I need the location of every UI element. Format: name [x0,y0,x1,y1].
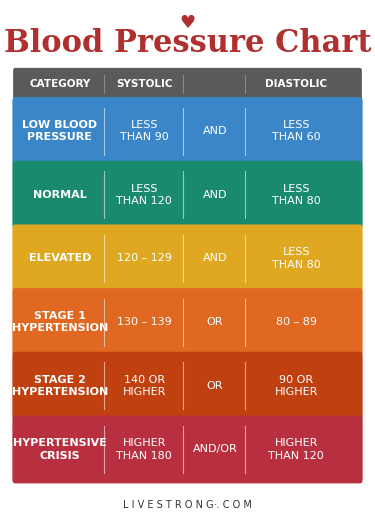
Text: AND/OR: AND/OR [193,444,237,455]
Text: 90 OR
HIGHER: 90 OR HIGHER [274,375,318,397]
Text: CATEGORY: CATEGORY [29,79,90,89]
Text: AND: AND [203,189,227,200]
Text: 80 – 89: 80 – 89 [276,317,316,327]
FancyBboxPatch shape [12,416,363,483]
Text: Blood Pressure Chart: Blood Pressure Chart [4,28,371,60]
Text: LESS
THAN 120: LESS THAN 120 [117,184,172,206]
Text: HIGHER
THAN 180: HIGHER THAN 180 [117,438,172,460]
Text: LESS
THAN 90: LESS THAN 90 [120,120,169,142]
Text: SYSTOLIC: SYSTOLIC [116,79,172,89]
Text: OR: OR [207,381,224,391]
FancyBboxPatch shape [12,288,363,356]
Text: STAGE 2
HYPERTENSION: STAGE 2 HYPERTENSION [12,375,108,397]
Text: ELEVATED: ELEVATED [28,253,91,264]
FancyBboxPatch shape [12,161,363,229]
Text: 140 OR
HIGHER: 140 OR HIGHER [123,375,166,397]
FancyBboxPatch shape [13,68,362,100]
FancyBboxPatch shape [12,352,363,420]
FancyBboxPatch shape [12,97,363,165]
Text: LOW BLOOD
PRESSURE: LOW BLOOD PRESSURE [22,120,98,142]
Text: NORMAL: NORMAL [33,189,87,200]
Text: ♥: ♥ [179,14,196,32]
Text: HYPERTENSIVE
CRISIS: HYPERTENSIVE CRISIS [13,438,107,460]
Text: L I V E S T R O N G·. C O M: L I V E S T R O N G·. C O M [123,500,252,510]
Text: AND: AND [203,253,227,264]
Text: 120 – 129: 120 – 129 [117,253,172,264]
Text: LESS
THAN 80: LESS THAN 80 [272,247,321,269]
Text: LESS
THAN 80: LESS THAN 80 [272,184,321,206]
Text: LESS
THAN 60: LESS THAN 60 [272,120,321,142]
Text: STAGE 1
HYPERTENSION: STAGE 1 HYPERTENSION [12,311,108,333]
Text: OR: OR [207,317,224,327]
Text: HIGHER
THAN 120: HIGHER THAN 120 [268,438,324,460]
Text: DIASTOLIC: DIASTOLIC [265,79,327,89]
FancyBboxPatch shape [12,224,363,292]
Text: 130 – 139: 130 – 139 [117,317,172,327]
Text: AND: AND [203,126,227,136]
